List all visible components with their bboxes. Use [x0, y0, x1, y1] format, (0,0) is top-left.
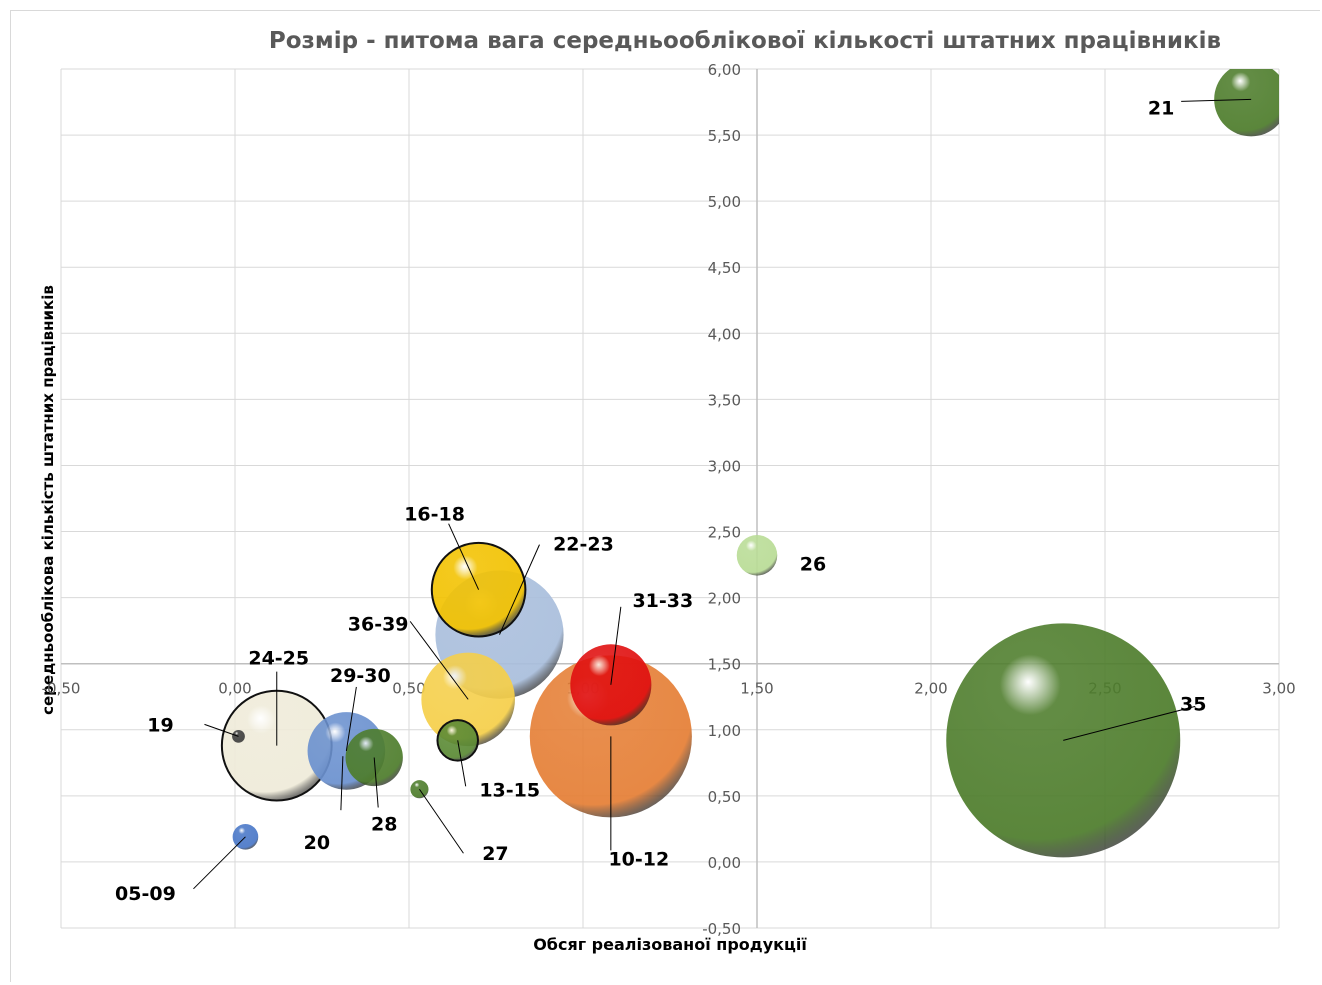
- data-label-29-30: 29-30: [330, 665, 391, 687]
- x-tick-label: -0,50: [42, 680, 81, 698]
- x-tick-label: 1,50: [740, 680, 773, 698]
- y-tick-label: 5,50: [708, 127, 741, 145]
- data-label-24-25: 24-25: [248, 648, 309, 670]
- data-label-22-23: 22-23: [553, 534, 614, 556]
- y-tick-label: 2,50: [708, 524, 741, 542]
- data-label-31-33: 31-33: [632, 590, 693, 612]
- y-tick-label: 4,00: [708, 325, 741, 343]
- x-tick-label: 3,00: [1262, 680, 1295, 698]
- y-tick-label: 3,00: [708, 457, 741, 475]
- leader-line-29-30: [345, 686, 357, 751]
- data-label-35: 35: [1180, 693, 1206, 715]
- bubble-21: [1214, 69, 1279, 137]
- data-label-05-09: 05-09: [115, 883, 176, 905]
- leader-line-35: [1063, 705, 1196, 741]
- bubble-28: [345, 728, 403, 787]
- leader-line-28: [373, 757, 379, 808]
- leader-line-19: [204, 723, 239, 737]
- leader-line-31-33: [610, 606, 622, 685]
- data-label-27: 27: [482, 843, 508, 865]
- y-tick-label: 3,50: [708, 391, 741, 409]
- data-label-28: 28: [371, 814, 397, 836]
- leader-lines: [193, 98, 1252, 890]
- chart-frame: [10, 10, 1320, 982]
- leader-line-21: [1181, 98, 1252, 102]
- y-tick-label: 1,50: [708, 656, 741, 674]
- y-tick-label: 5,00: [708, 193, 741, 211]
- bubble-26: [736, 535, 778, 576]
- bubble-27: [410, 780, 429, 799]
- x-tick-label: 0,50: [392, 680, 425, 698]
- data-label-21: 21: [1148, 97, 1174, 119]
- leader-line-16-18: [448, 523, 480, 590]
- x-axis-title: Обсяг реалізованої продукції: [533, 935, 807, 954]
- data-label-36-39: 36-39: [348, 613, 409, 635]
- leader-line-13-15: [457, 740, 467, 787]
- y-tick-label: 1,00: [708, 722, 741, 740]
- data-label-26: 26: [800, 553, 826, 575]
- x-tick-label: 0,00: [218, 680, 251, 698]
- x-tick-label: 2,00: [914, 680, 947, 698]
- data-label-19: 19: [147, 714, 173, 736]
- y-tick-label: 6,00: [708, 61, 741, 79]
- chart-title: Розмір - питома вага середньооблікової к…: [268, 28, 1222, 54]
- y-tick-label: 2,00: [708, 590, 741, 608]
- data-label-16-18: 16-18: [404, 504, 465, 526]
- data-labels: 35 10-12 22-23 16-18 24-25 36-39 31-33 29-30 28 2…: [115, 97, 1206, 904]
- leader-line-22-23: [499, 544, 540, 635]
- leader-line-36-39: [409, 621, 469, 700]
- data-label-20: 20: [304, 832, 330, 854]
- bubble-16-18: [430, 541, 527, 638]
- leader-line-05-09: [193, 836, 246, 890]
- y-tick-label: 4,50: [708, 259, 741, 277]
- y-tick-label: -0,50: [702, 920, 741, 938]
- leader-line-20: [340, 756, 344, 811]
- bubble-36-39: [421, 652, 515, 747]
- leader-line-27: [419, 788, 464, 854]
- data-label-13-15: 13-15: [479, 779, 540, 801]
- data-label-10-12: 10-12: [608, 848, 669, 870]
- bubbles: [220, 69, 1279, 858]
- y-tick-label: 0,00: [708, 854, 741, 872]
- y-tick-label: 0,50: [708, 788, 741, 806]
